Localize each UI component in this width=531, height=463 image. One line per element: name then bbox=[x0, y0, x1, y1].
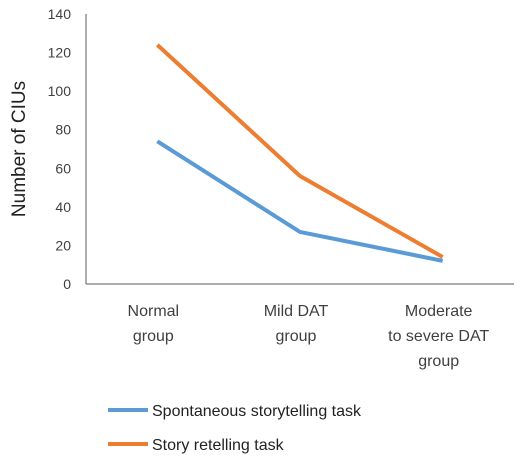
y-tick-labels: 0 20 40 60 80 100 120 140 bbox=[48, 6, 72, 292]
y-tick-label: 120 bbox=[48, 45, 72, 61]
x-category-label: group bbox=[418, 353, 459, 370]
y-tick-label: 100 bbox=[48, 83, 72, 99]
y-tick-label: 80 bbox=[55, 122, 71, 138]
y-tick-label: 60 bbox=[55, 160, 71, 176]
series-lines bbox=[155, 43, 444, 263]
series-line-0 bbox=[156, 139, 444, 263]
x-category-labels: Normal group Mild DAT group Moderate to sever… bbox=[128, 303, 490, 370]
x-category-label: Normal bbox=[128, 303, 180, 320]
legend: Spontaneous storytelling task Story retel… bbox=[108, 403, 362, 454]
legend-label: Story retelling task bbox=[152, 437, 285, 454]
x-category-label: Mild DAT bbox=[264, 303, 329, 320]
y-axis-label: Number of CIUs bbox=[9, 81, 30, 217]
series-line-1 bbox=[155, 43, 444, 259]
y-tick-label: 140 bbox=[48, 6, 72, 22]
x-category-label: group bbox=[133, 328, 174, 345]
y-tick-label: 0 bbox=[63, 276, 71, 292]
x-category-label: group bbox=[276, 328, 317, 345]
legend-label: Spontaneous storytelling task bbox=[152, 403, 362, 420]
y-tick-label: 40 bbox=[55, 199, 71, 215]
x-category-label: to severe DAT bbox=[388, 328, 489, 345]
y-tick-label: 20 bbox=[55, 237, 71, 253]
x-category-label: Moderate bbox=[405, 303, 473, 320]
